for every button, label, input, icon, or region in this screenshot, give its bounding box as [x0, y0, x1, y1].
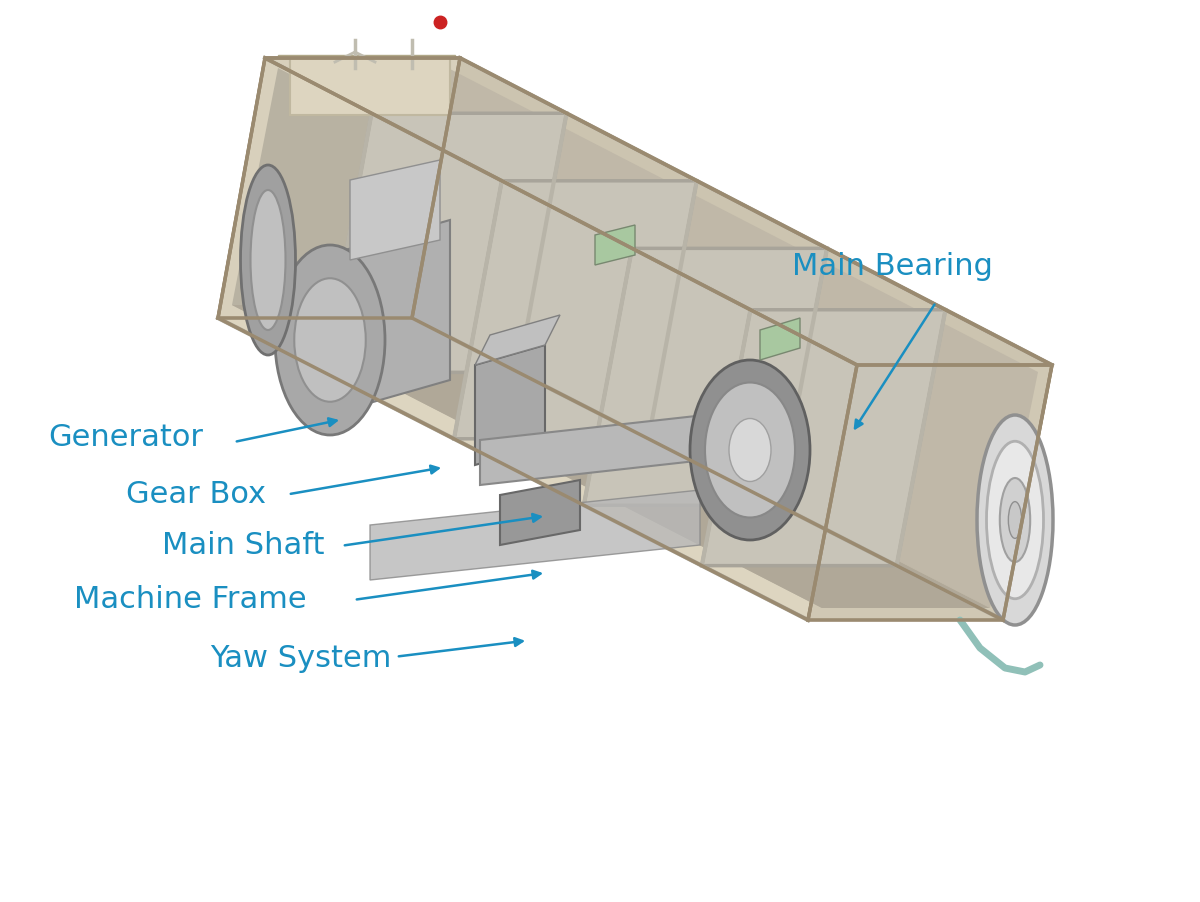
Polygon shape	[480, 410, 750, 485]
Text: Machine Frame: Machine Frame	[74, 585, 307, 614]
Polygon shape	[346, 220, 450, 410]
Ellipse shape	[730, 419, 772, 482]
Polygon shape	[232, 305, 990, 608]
Polygon shape	[500, 480, 580, 545]
Polygon shape	[400, 68, 1038, 608]
Polygon shape	[595, 225, 635, 265]
Polygon shape	[218, 58, 460, 318]
Text: Yaw System: Yaw System	[210, 644, 391, 673]
Polygon shape	[412, 58, 1052, 620]
Text: Main Bearing: Main Bearing	[792, 252, 992, 281]
Ellipse shape	[690, 360, 810, 540]
Polygon shape	[370, 490, 700, 580]
Polygon shape	[454, 180, 697, 438]
Text: Generator: Generator	[48, 423, 203, 452]
Ellipse shape	[1008, 502, 1021, 538]
Polygon shape	[265, 58, 1052, 365]
Polygon shape	[583, 248, 827, 505]
Ellipse shape	[706, 382, 796, 518]
Polygon shape	[760, 318, 800, 360]
Ellipse shape	[240, 165, 295, 355]
Polygon shape	[218, 58, 857, 620]
Text: Main Shaft: Main Shaft	[162, 531, 324, 560]
Ellipse shape	[977, 415, 1054, 625]
Polygon shape	[475, 345, 545, 465]
Polygon shape	[350, 160, 440, 260]
Ellipse shape	[986, 441, 1044, 599]
Text: Gear Box: Gear Box	[126, 480, 266, 509]
Polygon shape	[324, 114, 566, 373]
Ellipse shape	[1000, 478, 1030, 562]
Polygon shape	[475, 315, 560, 365]
Polygon shape	[278, 55, 455, 58]
Ellipse shape	[251, 190, 286, 330]
Ellipse shape	[275, 245, 385, 435]
Polygon shape	[290, 58, 450, 115]
Polygon shape	[702, 309, 946, 566]
Polygon shape	[808, 365, 1052, 620]
Ellipse shape	[294, 278, 366, 401]
Polygon shape	[232, 68, 868, 608]
